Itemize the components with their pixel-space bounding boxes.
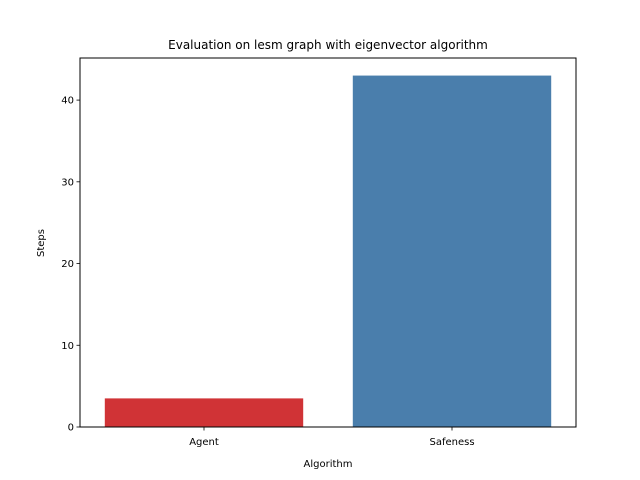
bars-group xyxy=(104,75,552,428)
plot-frame xyxy=(79,57,577,428)
chart-title: Evaluation on lesm graph with eigenvecto… xyxy=(168,38,488,52)
x-tick-label: Agent xyxy=(189,437,219,448)
y-tick-label: 30 xyxy=(61,177,74,188)
bar-safeness xyxy=(352,75,552,428)
y-axis: 0 10 20 30 40 xyxy=(61,96,80,434)
x-axis: Agent Safeness xyxy=(189,427,475,448)
y-tick-label: 20 xyxy=(61,259,74,270)
y-tick-label: 40 xyxy=(61,96,74,107)
y-tick-label: 0 xyxy=(68,423,74,434)
bar-agent xyxy=(104,398,304,427)
y-tick-label: 10 xyxy=(61,341,74,352)
x-tick-label: Safeness xyxy=(429,437,474,448)
x-axis-label: Algorithm xyxy=(304,459,353,470)
y-axis-label: Steps xyxy=(36,229,47,257)
